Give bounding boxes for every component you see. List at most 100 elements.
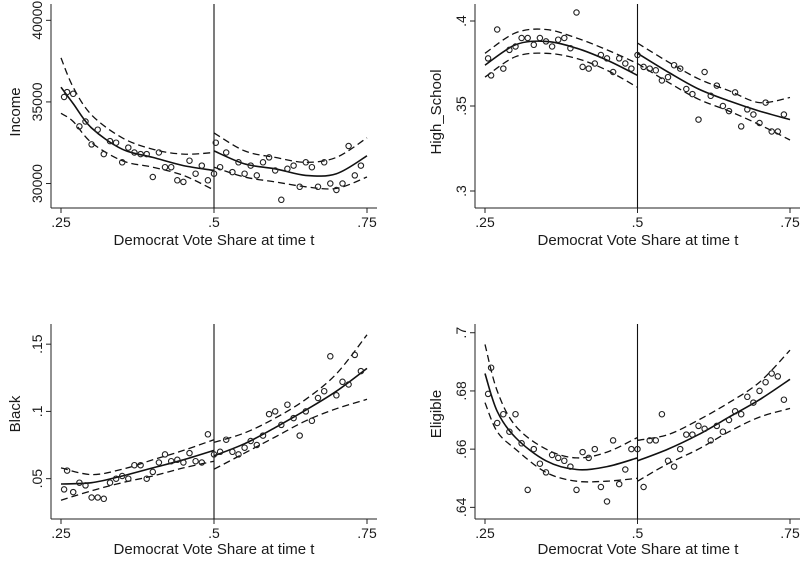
- income-panel-data-point: [314, 183, 322, 191]
- black-panel-data-point: [278, 421, 285, 429]
- high-school-panel-data-point: [561, 34, 568, 42]
- black-panel-data-point: [125, 475, 132, 482]
- high-school-panel-data-point: [536, 34, 544, 42]
- income-panel-data-point: [76, 123, 83, 130]
- income-panel-y-tick-label: 35000: [29, 82, 45, 121]
- income-panel-data-point: [259, 159, 267, 166]
- income-panel-data-point: [186, 157, 193, 164]
- income-panel-data-point: [161, 163, 169, 171]
- high-school-panel-data-point: [768, 128, 775, 135]
- high-school-panel-data-point: [597, 51, 605, 59]
- black-panel-data-point: [82, 482, 89, 489]
- high-school-panel-data-point: [493, 26, 501, 33]
- income-panel-x-tick-label: .25: [51, 214, 71, 230]
- high-school-panel-data-point: [506, 46, 513, 54]
- black-panel-data-point: [118, 472, 126, 480]
- eligible-panel-data-point: [652, 437, 660, 444]
- black-panel-data-point: [69, 488, 77, 496]
- eligible-panel-data-point: [518, 440, 525, 447]
- black-panel-data-point: [131, 461, 138, 469]
- income-panel-data-point: [180, 178, 187, 186]
- income-panel-data-point: [320, 159, 328, 166]
- black-panel-data-point: [235, 451, 242, 458]
- eligible-panel-data-point: [512, 410, 519, 418]
- eligible-panel-data-point: [640, 483, 647, 491]
- eligible-panel-data-point: [591, 445, 599, 453]
- high-school-panel-y-tick-label: .4: [453, 15, 469, 27]
- high-school-panel-data-point: [530, 41, 538, 49]
- high-school-panel-y-tick-label: .3: [453, 185, 469, 197]
- high-school-panel-x-tick-label: .75: [780, 214, 800, 230]
- income-panel-data-point: [82, 118, 89, 125]
- eligible-panel-data-point: [487, 364, 495, 371]
- black-panel-y-tick-label: .05: [29, 469, 45, 489]
- black-panel-fit-line-right: [213, 367, 368, 457]
- black-panel-data-point: [167, 457, 175, 465]
- eligible-panel-data-point: [744, 393, 751, 401]
- high-school-panel-data-point: [701, 68, 708, 76]
- eligible-panel-data-point: [719, 428, 727, 435]
- high-school-panel-data-point: [603, 55, 611, 62]
- eligible-panel-data-point: [506, 428, 513, 435]
- income-panel-data-point: [229, 168, 236, 176]
- high-school-panel-data-point: [719, 102, 727, 110]
- income-panel-data-point: [241, 170, 248, 177]
- eligible-panel-data-point: [689, 431, 696, 438]
- high-school-panel-data-point: [780, 111, 788, 118]
- black-panel-data-point: [247, 437, 254, 445]
- eligible-panel-data-point: [670, 463, 678, 470]
- income-panel-data-point: [290, 162, 297, 169]
- black-panel-data-point: [106, 479, 114, 486]
- eligible-panel-x-tick-label: .25: [475, 525, 495, 541]
- high-school-panel-data-point: [744, 106, 751, 113]
- eligible-panel-ci-lower-right: [637, 407, 791, 482]
- high-school-panel-data-point: [713, 82, 721, 89]
- high-school-panel-data-point: [591, 60, 599, 67]
- black-panel-x-axis-label: Democrat Vote Share at time t: [114, 541, 316, 558]
- black-panel-data-point: [265, 410, 273, 418]
- income-panel-data-point: [278, 196, 285, 204]
- black-panel-data-point: [284, 401, 291, 408]
- high-school-panel-data-point: [707, 92, 714, 100]
- high-school-panel-y-axis-label: High_School: [428, 69, 445, 154]
- black-panel-data-point: [155, 459, 163, 466]
- eligible-panel-y-tick-label: .68: [453, 381, 469, 401]
- black-panel-data-point: [149, 468, 157, 476]
- high-school-panel-data-point: [628, 65, 635, 72]
- eligible-panel-data-point: [695, 422, 702, 430]
- eligible-panel-y-tick-label: .66: [453, 439, 469, 459]
- black-panel-data-point: [259, 432, 267, 439]
- high-school-panel-data-point: [774, 128, 782, 135]
- high-school-panel-y-tick-label: .35: [453, 96, 469, 116]
- income-panel-ci-lower-right: [213, 166, 368, 190]
- black-panel-data-point: [210, 451, 218, 458]
- eligible-panel-data-point: [579, 448, 586, 456]
- eligible-panel-data-point: [731, 408, 739, 415]
- high-school-panel-data-point: [484, 55, 492, 62]
- eligible-panel-data-point: [585, 454, 592, 462]
- high-school-panel-data-point: [634, 51, 641, 59]
- black-panel-x-tick-label: .5: [208, 525, 220, 541]
- high-school-panel-data-point: [615, 55, 623, 62]
- high-school-panel-data-point: [640, 63, 647, 71]
- black-panel-ci-upper-right: [213, 334, 368, 443]
- black-panel-data-point: [192, 457, 199, 465]
- black-panel-data-point: [302, 408, 310, 415]
- black-panel: Black Democrat Vote Share at time t .25.…: [7, 324, 377, 558]
- eligible-panel-fit-line-right: [637, 378, 791, 462]
- high-school-panel-data-point: [622, 60, 629, 67]
- income-panel-y-tick-label: 40000: [29, 1, 45, 40]
- high-school-panel-data-point: [573, 9, 580, 16]
- eligible-panel-x-tick-label: .5: [632, 525, 644, 541]
- eligible-panel-data-point: [756, 387, 763, 395]
- income-panel-data-point: [302, 159, 310, 166]
- black-panel-y-tick-label: .15: [29, 334, 45, 354]
- high-school-panel-data-point: [658, 77, 666, 84]
- income-panel-data-point: [88, 141, 95, 148]
- high-school-panel-data-point: [512, 43, 519, 50]
- income-panel-ci-upper-left: [60, 57, 215, 155]
- income-panel-fit-line-left: [60, 86, 215, 172]
- black-panel-data-point: [296, 432, 303, 439]
- income-panel-data-point: [137, 150, 144, 158]
- income-panel-data-point: [351, 172, 359, 179]
